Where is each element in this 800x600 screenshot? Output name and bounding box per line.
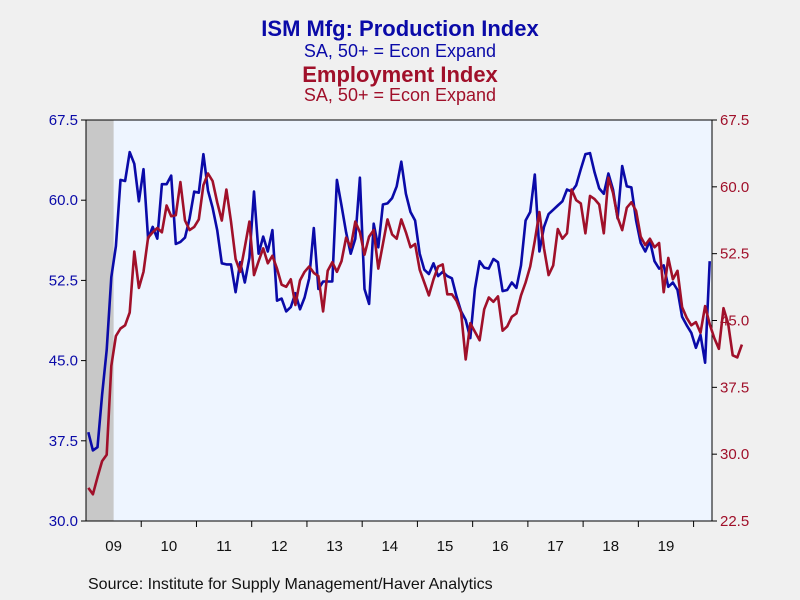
right-tick-label: 52.5: [720, 246, 749, 263]
x-tick-label: 17: [547, 538, 564, 555]
left-tick-label: 37.5: [49, 433, 78, 450]
left-tick-label: 45.0: [49, 353, 78, 370]
x-tick-label: 19: [658, 538, 675, 555]
chart-subtitle-2: SA, 50+ = Econ Expand: [303, 85, 497, 105]
right-tick-label: 67.5: [720, 112, 749, 129]
x-tick-label: 16: [492, 538, 509, 555]
right-tick-label: 60.0: [720, 179, 749, 196]
chart-title: ISM Mfg: Production Index: [261, 16, 539, 41]
right-tick-label: 22.5: [720, 513, 749, 530]
source-note: Source: Institute for Supply Management/…: [88, 576, 493, 593]
x-tick-label: 14: [381, 538, 398, 555]
x-tick-label: 10: [161, 538, 178, 555]
production-index-line: [87, 150, 711, 452]
right-tick-label: 30.0: [720, 446, 749, 463]
left-tick-label: 60.0: [49, 192, 78, 209]
x-tick-label: 13: [326, 538, 343, 555]
x-tick-label: 15: [437, 538, 454, 555]
x-tick-label: 09: [105, 538, 122, 555]
chart-title-2: Employment Index: [302, 62, 498, 87]
chart-subtitle: SA, 50+ = Econ Expand: [303, 41, 497, 61]
right-tick-label: 37.5: [720, 379, 749, 396]
x-tick-label: 12: [271, 538, 288, 555]
x-tick-label: 18: [602, 538, 619, 555]
left-tick-label: 52.5: [49, 272, 78, 289]
x-tick-label: 11: [216, 538, 232, 555]
employment-index-line: [87, 172, 744, 496]
left-tick-label: 67.5: [49, 112, 78, 129]
title-block: ISM Mfg: Production Index SA, 50+ = Econ…: [0, 18, 800, 106]
left-tick-label: 30.0: [49, 513, 78, 530]
